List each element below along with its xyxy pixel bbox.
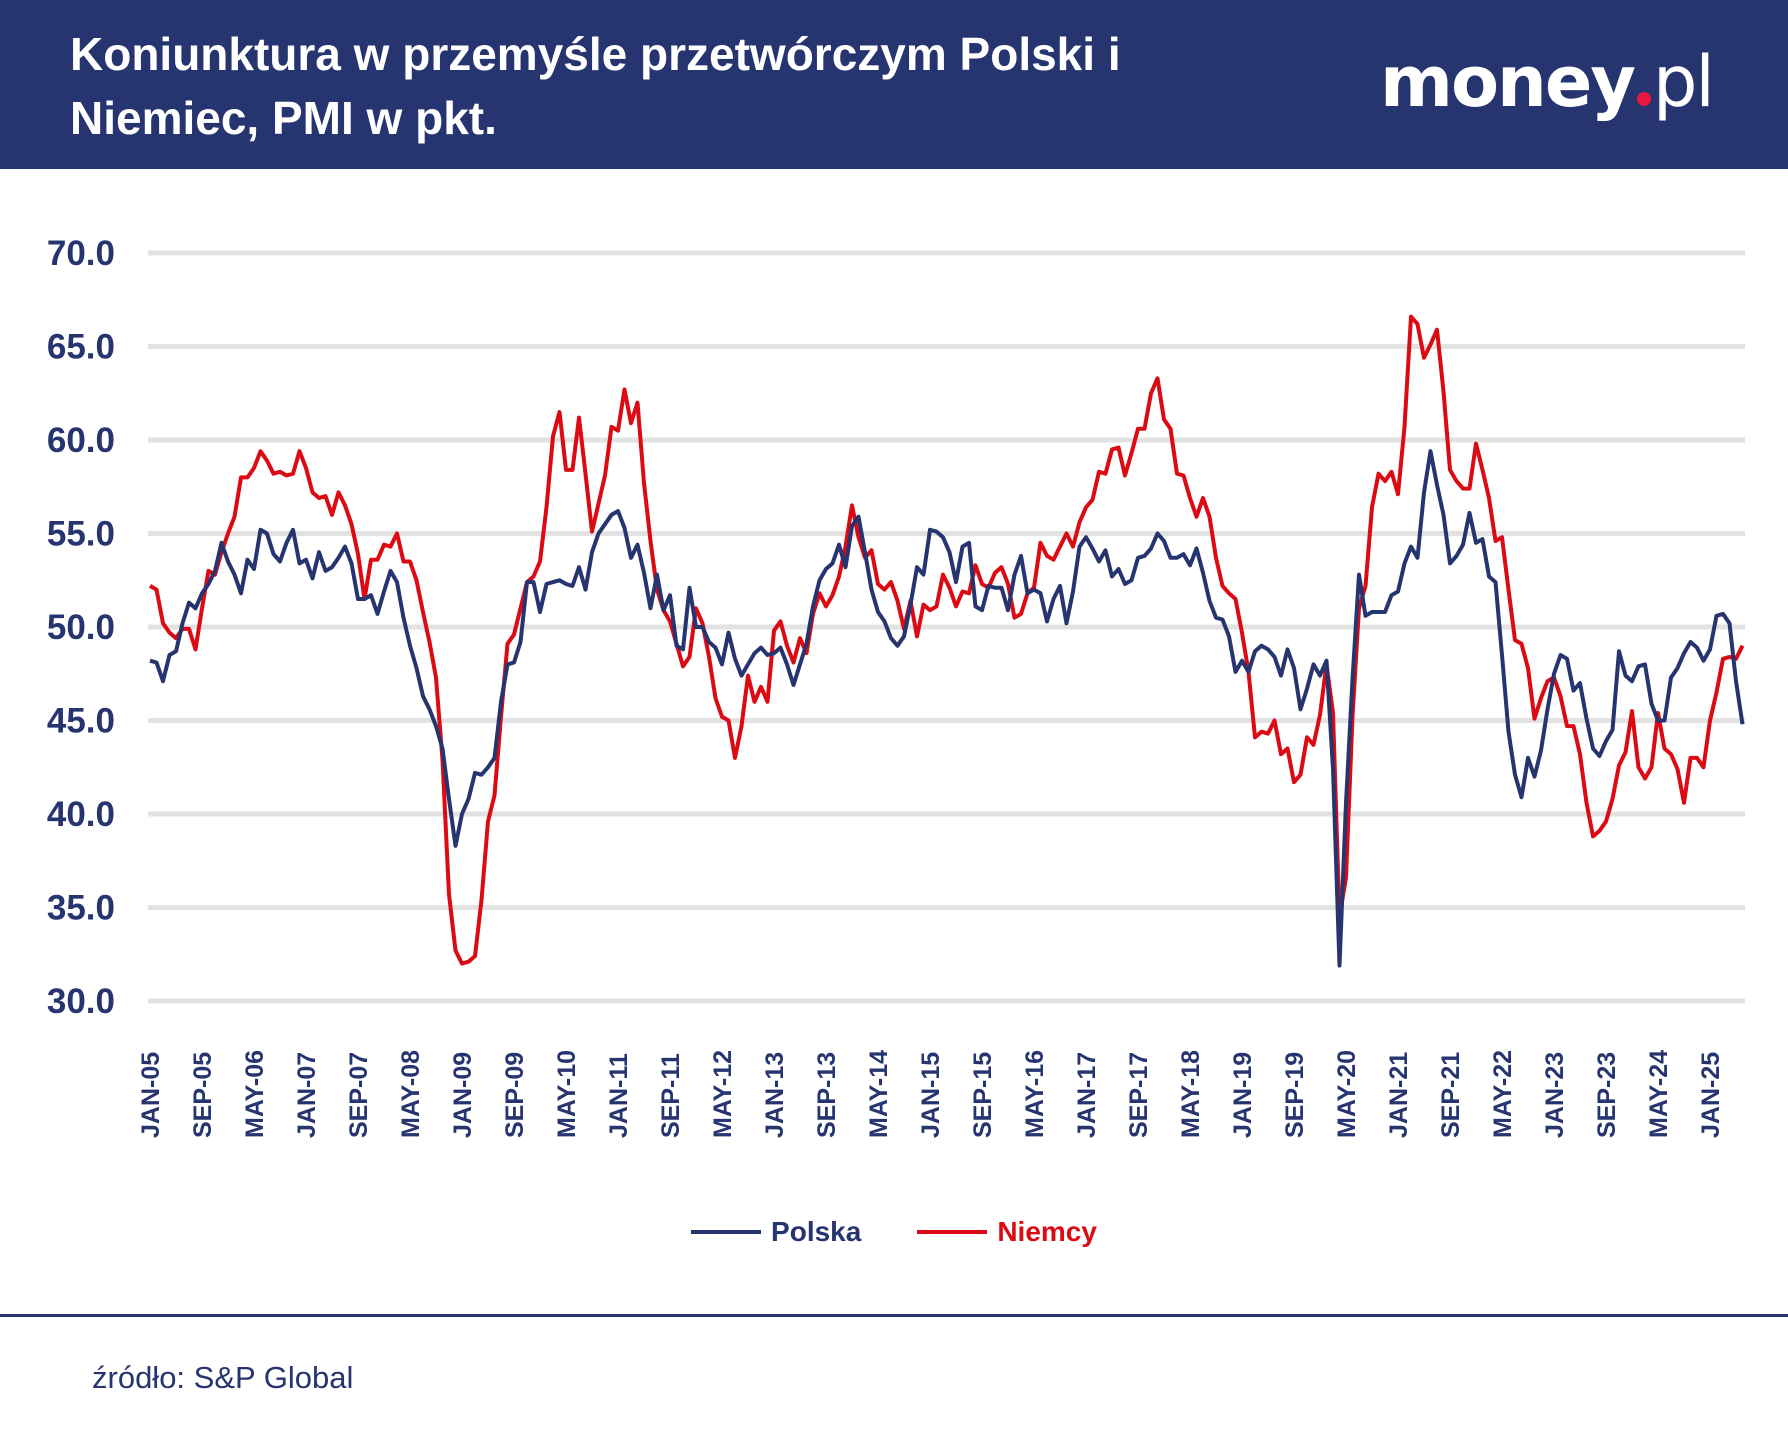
x-tick-label: MAY-22 (1489, 1050, 1517, 1138)
source-note: źródło: S&P Global (92, 1360, 354, 1395)
header-banner: Koniunktura w przemyśle przetwórczym Pol… (0, 0, 1788, 169)
legend-item-polska: Polska (691, 1216, 861, 1248)
x-tick-label: JAN-07 (293, 1052, 321, 1138)
x-tick-label: MAY-12 (709, 1050, 737, 1138)
x-tick-label: MAY-08 (397, 1050, 425, 1138)
footer-divider (0, 1314, 1788, 1317)
x-tick-label: JAN-13 (761, 1052, 789, 1138)
y-tick-label: 30.0 (47, 982, 115, 1021)
series-line-polska (149, 449, 1745, 968)
x-tick-label: JAN-05 (137, 1052, 165, 1138)
y-tick-label: 35.0 (47, 889, 115, 928)
legend-label-polska: Polska (771, 1216, 862, 1247)
x-tick-label: JAN-21 (1385, 1052, 1413, 1138)
x-tick-label: SEP-07 (345, 1052, 373, 1138)
legend-label-niemcy: Niemcy (997, 1216, 1097, 1247)
y-tick-label: 40.0 (47, 795, 115, 834)
x-tick-label: MAY-14 (865, 1050, 893, 1138)
chart-title: Koniunktura w przemyśle przetwórczym Pol… (70, 28, 1121, 144)
x-tick-label: MAY-18 (1177, 1050, 1205, 1138)
x-tick-label: MAY-06 (241, 1050, 269, 1138)
y-tick-label: 55.0 (47, 515, 115, 554)
x-tick-label: SEP-23 (1593, 1052, 1621, 1138)
x-tick-label: SEP-19 (1281, 1052, 1309, 1138)
x-tick-label: JAN-25 (1697, 1052, 1725, 1138)
x-tick-label: SEP-21 (1437, 1052, 1465, 1138)
legend-swatch-niemcy (917, 1230, 988, 1234)
y-tick-label: 70.0 (47, 234, 115, 273)
x-tick-label: JAN-15 (917, 1052, 945, 1138)
x-tick-label: SEP-05 (189, 1052, 217, 1138)
x-tick-label: JAN-17 (1073, 1052, 1101, 1138)
x-tick-label: MAY-20 (1333, 1050, 1361, 1138)
x-tick-label: JAN-11 (605, 1053, 633, 1138)
x-tick-label: JAN-23 (1541, 1052, 1569, 1138)
y-tick-label: 60.0 (47, 421, 115, 460)
legend-item-niemcy: Niemcy (917, 1216, 1097, 1248)
money-pl-logo: money pl (1380, 41, 1715, 123)
y-tick-label: 50.0 (47, 608, 115, 647)
x-tick-label: MAY-10 (553, 1050, 581, 1138)
y-tick-label: 65.0 (47, 328, 115, 367)
legend: Polska Niemcy (0, 1216, 1788, 1248)
x-tick-label: SEP-15 (969, 1052, 997, 1138)
x-tick-label: SEP-17 (1125, 1052, 1153, 1138)
x-tick-label: JAN-19 (1229, 1052, 1257, 1138)
x-tick-label: MAY-16 (1021, 1050, 1049, 1138)
x-tick-label: SEP-11 (657, 1053, 685, 1138)
series-line-niemcy (149, 314, 1745, 966)
y-tick-label: 45.0 (47, 702, 115, 741)
x-tick-label: JAN-09 (449, 1052, 477, 1138)
legend-swatch-polska (691, 1230, 762, 1234)
x-tick-label: SEP-09 (501, 1052, 529, 1138)
logo-dot (1636, 92, 1651, 106)
x-tick-label: MAY-24 (1645, 1050, 1673, 1138)
x-tick-label: SEP-13 (813, 1052, 841, 1138)
